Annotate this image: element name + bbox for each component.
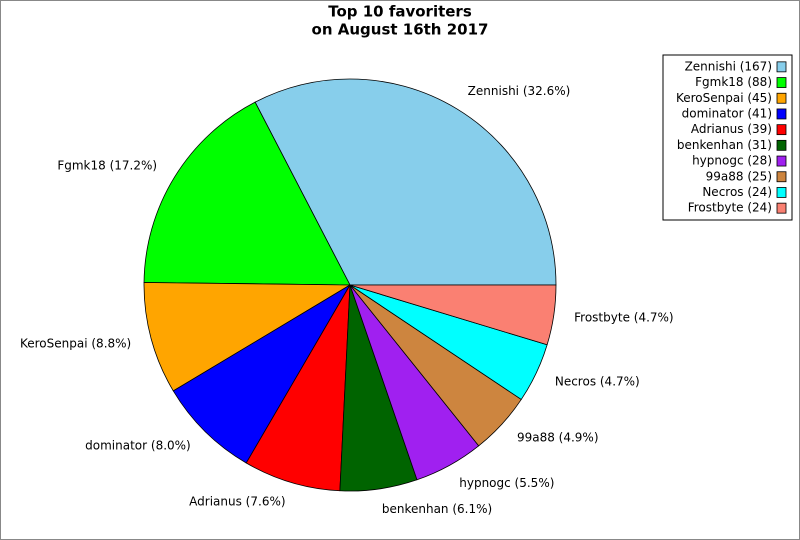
legend-swatch (776, 155, 787, 167)
legend-swatch (776, 202, 787, 214)
legend-label: dominator (41) (682, 106, 772, 120)
legend-label: Fgmk18 (88) (695, 75, 772, 89)
slice-label: Frostbyte (4.7%) (574, 311, 673, 325)
legend-label: Zennishi (167) (685, 59, 772, 73)
slice-label: KeroSenpai (8.8%) (20, 337, 131, 351)
slice-label: Fgmk18 (17.2%) (57, 159, 157, 173)
legend-label: Necros (24) (702, 185, 772, 199)
pie-slice (143, 101, 351, 286)
legend-label: Adrianus (39) (691, 122, 772, 136)
pie-slice (254, 78, 557, 286)
pie-slice (172, 284, 351, 464)
legend-swatch (776, 92, 787, 104)
legend-label: KeroSenpai (45) (676, 91, 772, 105)
pie-slice (245, 284, 351, 492)
legend-swatch (776, 108, 787, 120)
slice-label: Necros (4.7%) (555, 374, 640, 388)
legend-label: benkenhan (31) (677, 138, 772, 152)
chart-title: Top 10 favoriters (328, 3, 472, 21)
slice-label: dominator (8.0%) (85, 439, 191, 453)
pie-slice (143, 282, 352, 392)
legend-label: hypnogc (28) (692, 154, 772, 168)
slice-label: 99a88 (4.9%) (517, 431, 599, 445)
legend-label: 99a88 (25) (706, 169, 772, 183)
slice-label: benkenhan (6.1%) (382, 502, 492, 516)
pie-slice (349, 284, 557, 346)
legend-swatch (776, 187, 787, 198)
legend-swatch (776, 171, 787, 183)
legend-swatch (776, 124, 787, 136)
slice-label: Adrianus (7.6%) (189, 495, 285, 509)
legend-swatch (776, 61, 787, 73)
legend-swatch (776, 139, 787, 151)
legend-swatch (776, 77, 787, 88)
legend-label: Frostbyte (24) (688, 201, 772, 215)
slice-label: Zennishi (32.6%) (468, 84, 571, 98)
slice-label: hypnogc (5.5%) (459, 476, 554, 490)
chart-title: on August 16th 2017 (312, 21, 489, 39)
legend-box (662, 54, 793, 221)
